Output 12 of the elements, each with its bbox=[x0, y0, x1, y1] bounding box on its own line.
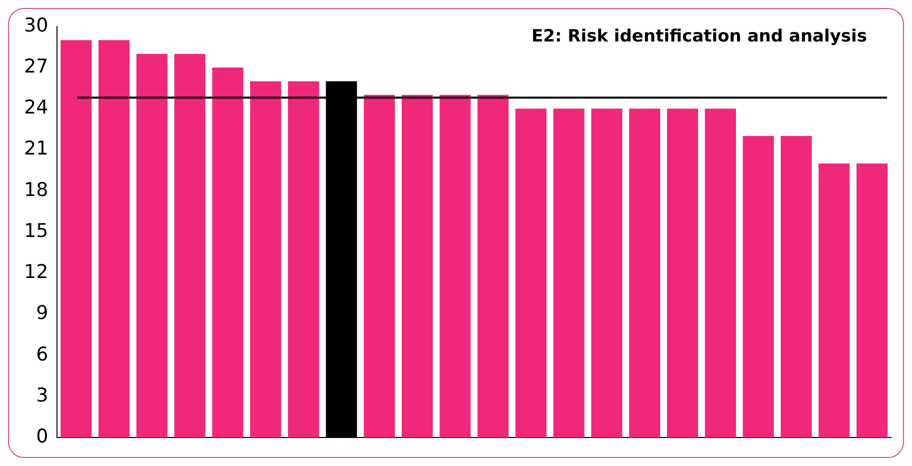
y-tick-label: 24 bbox=[24, 96, 48, 119]
y-tick-label: 12 bbox=[24, 261, 48, 284]
y-tick-label: 15 bbox=[24, 220, 48, 242]
y-tick-label: 9 bbox=[36, 302, 48, 324]
y-tick-label: 3 bbox=[36, 384, 48, 406]
y-tick-label: 21 bbox=[24, 138, 48, 160]
chart-title: E2: Risk identification and analysis bbox=[532, 26, 867, 46]
y-tick-label: 18 bbox=[24, 178, 48, 201]
y-tick-label: 0 bbox=[36, 426, 48, 448]
y-tick-label: 6 bbox=[36, 343, 48, 366]
y-tick-label: 27 bbox=[24, 55, 48, 78]
y-tick-label: 30 bbox=[24, 14, 48, 36]
